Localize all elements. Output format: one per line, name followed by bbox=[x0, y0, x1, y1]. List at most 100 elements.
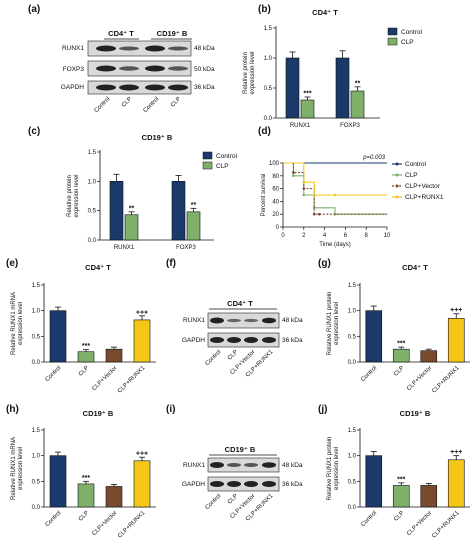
axes-e: 0.0 0.5 1.0 1.5 CD4⁺ T Relative RUNX1 mRNA exp… bbox=[11, 263, 156, 395]
bar-g bbox=[420, 350, 438, 363]
survival-point-2 bbox=[302, 187, 306, 190]
legend-swatch-b bbox=[387, 27, 398, 36]
survival-line-3 bbox=[283, 162, 387, 196]
panel-label-j: (j) bbox=[318, 404, 327, 415]
survival-point-2 bbox=[312, 212, 316, 216]
panel-label-i: (i) bbox=[166, 404, 175, 415]
x-tick-label-b: FOXP3 bbox=[340, 123, 360, 129]
blot-a-header-cd4: CD4⁺ T bbox=[108, 29, 134, 38]
y-tick-label-h: 0.5 bbox=[32, 479, 41, 485]
survival-point-1 bbox=[312, 206, 316, 210]
x-tick-label-h: Control bbox=[44, 510, 62, 528]
bar-c bbox=[171, 181, 186, 241]
blot-a-row-gapdh: GAPDH bbox=[61, 84, 84, 91]
blot-a-header-cd19: CD19⁺ B bbox=[157, 29, 188, 38]
blot-a-lane-2: CLP bbox=[121, 96, 133, 108]
y-axis-label-g: expression level bbox=[334, 302, 340, 345]
legend-label-b: CLP bbox=[401, 39, 414, 46]
bar-g bbox=[392, 348, 410, 363]
y-tick-label-g: 1.5 bbox=[348, 283, 357, 289]
x-tick-label-h: CLP+Vector bbox=[91, 510, 118, 537]
y-tick-label-b: 1.0 bbox=[264, 56, 273, 62]
y-tick-label-e: 0.0 bbox=[32, 360, 41, 366]
x-tick-label-d: 0 bbox=[281, 233, 285, 239]
x-tick-label-d: 6 bbox=[344, 233, 348, 239]
blot-f-lane-2: CLP bbox=[227, 349, 239, 361]
bar-c bbox=[109, 181, 124, 241]
panel-label-h: (h) bbox=[6, 404, 19, 415]
survival-point-3 bbox=[302, 180, 306, 184]
bar-j bbox=[392, 485, 410, 508]
legend-marker-d bbox=[395, 195, 399, 199]
x-tick-label-d: 2 bbox=[302, 233, 306, 239]
blot-a-lane-3: Control bbox=[142, 96, 160, 114]
bar-b bbox=[335, 57, 350, 119]
blot-a-row-foxp3: FOXP3 bbox=[63, 66, 85, 73]
blot-a-kda-gapdh: 36 kDa bbox=[194, 84, 215, 91]
bar-e bbox=[49, 310, 67, 363]
y-tick-label-j: 1.0 bbox=[348, 454, 357, 460]
x-tick-label-e: CLP+Vector bbox=[91, 365, 118, 392]
survival-line-1 bbox=[283, 162, 387, 215]
x-tick-label-e: CLP bbox=[78, 365, 90, 377]
bar-g bbox=[365, 310, 383, 363]
chart-title-j: CD19⁺ B bbox=[400, 409, 431, 418]
x-axis-label-d: Time (days) bbox=[319, 242, 350, 248]
y-tick-label-j: 0.5 bbox=[348, 479, 357, 485]
x-tick-label-g: CLP+Vector bbox=[406, 365, 433, 392]
legend-label-d: CLP bbox=[405, 172, 418, 179]
x-tick-label-d: 4 bbox=[323, 233, 327, 239]
x-tick-label-c: FOXP3 bbox=[176, 245, 196, 251]
y-tick-label-c: 1.0 bbox=[88, 179, 97, 185]
survival-point-3 bbox=[333, 193, 337, 197]
x-tick-label-j: Control bbox=[360, 510, 378, 528]
x-tick-label-j: CLP+Vector bbox=[406, 510, 433, 537]
y-tick-label-b: 0.5 bbox=[264, 86, 273, 92]
bar-e bbox=[77, 351, 95, 363]
bar-c bbox=[124, 214, 139, 241]
y-axis-label-b: Relative protein bbox=[243, 52, 249, 94]
axes-c: 0.0 0.5 1.0 1.5 CD19⁺ B Relative protein expre… bbox=[67, 133, 238, 251]
bar-h bbox=[77, 483, 95, 508]
blot-f-kda-gapdh: 36 kDa bbox=[282, 337, 303, 344]
y-tick-label-g: 1.0 bbox=[348, 309, 357, 315]
y-tick-label-e: 1.0 bbox=[32, 309, 41, 315]
y-axis-label-e: Relative RUNX1 mRNA bbox=[11, 292, 17, 355]
sig-label-c: ** bbox=[191, 202, 197, 209]
sig-label-c: ** bbox=[129, 205, 135, 212]
y-axis-label-c: Relative protein bbox=[67, 175, 73, 217]
sig-label-e: *** bbox=[82, 343, 90, 350]
blot-i-lane-1: Control bbox=[204, 493, 222, 511]
y-tick-label-h: 1.0 bbox=[32, 454, 41, 460]
y-tick-label-d: 40 bbox=[272, 199, 279, 205]
sig-label-b: ** bbox=[355, 80, 361, 87]
y-tick-label-b: 0.0 bbox=[264, 116, 273, 122]
panel-label-g: (g) bbox=[318, 258, 331, 269]
blot-a-lane-1: Control bbox=[93, 96, 111, 114]
y-tick-label-j: 1.5 bbox=[348, 428, 357, 434]
y-tick-label-e: 0.5 bbox=[32, 334, 41, 340]
sig-label-g: *** bbox=[397, 341, 405, 348]
panel-label-d: (d) bbox=[258, 126, 271, 137]
y-tick-label-h: 1.5 bbox=[32, 428, 41, 434]
y-axis-label-j: expression level bbox=[334, 447, 340, 490]
bar-g bbox=[447, 318, 465, 363]
survival-line-2 bbox=[283, 162, 387, 215]
x-tick-label-d: 8 bbox=[365, 233, 369, 239]
annotation-d: p=0.003 bbox=[362, 155, 386, 161]
y-axis-label-h: expression level bbox=[18, 447, 24, 490]
panel-label-f: (f) bbox=[166, 258, 176, 269]
bar-b bbox=[300, 99, 315, 119]
x-tick-label-h: CLP+RUNX1 bbox=[117, 510, 147, 540]
bar-h bbox=[133, 460, 151, 508]
bar-h bbox=[49, 455, 67, 508]
blot-a-kda-runx1: 48 kDa bbox=[194, 45, 215, 52]
y-axis-label-g: Relative RUNX1 protein bbox=[327, 292, 333, 356]
y-axis-label-j: Relative RUNX1 protein bbox=[327, 437, 333, 501]
legend-label-c: Control bbox=[216, 153, 238, 160]
blot-a-lane-4: CLP bbox=[170, 96, 182, 108]
x-tick-label-g: CLP bbox=[393, 365, 405, 377]
bar-b bbox=[350, 90, 365, 119]
blot-i-row-gapdh: GAPDH bbox=[182, 481, 205, 488]
